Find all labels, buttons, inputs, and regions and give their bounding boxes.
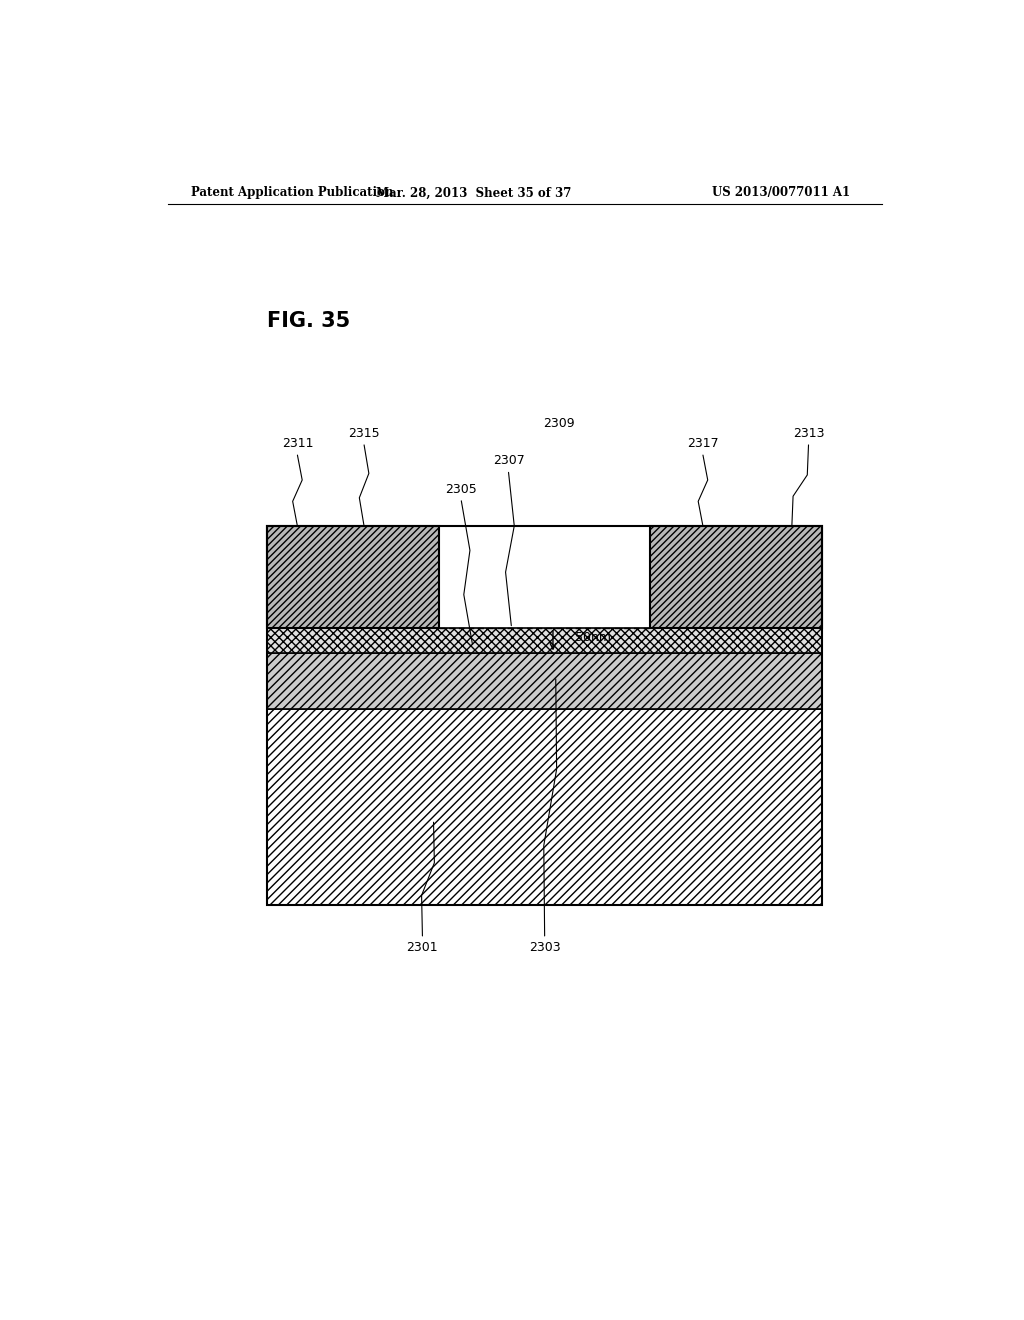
Bar (267, 709, 822, 906)
Bar (267, 527, 822, 906)
Text: 2309: 2309 (543, 417, 574, 430)
Bar (267, 527, 439, 628)
Text: 2305: 2305 (445, 483, 477, 496)
Text: 2307: 2307 (493, 454, 524, 467)
Text: 50nm: 50nm (575, 631, 611, 644)
Text: 2317: 2317 (687, 437, 719, 450)
Text: Mar. 28, 2013  Sheet 35 of 37: Mar. 28, 2013 Sheet 35 of 37 (376, 186, 571, 199)
Text: Patent Application Publication: Patent Application Publication (191, 186, 394, 199)
Text: 2315: 2315 (348, 426, 380, 440)
Bar (267, 628, 822, 653)
Bar (650, 527, 822, 628)
Text: 2303: 2303 (528, 941, 560, 954)
Text: US 2013/0077011 A1: US 2013/0077011 A1 (712, 186, 850, 199)
Bar (267, 709, 822, 906)
Bar (267, 653, 822, 709)
Text: 2301: 2301 (407, 941, 438, 954)
Text: 2311: 2311 (282, 437, 313, 450)
Bar (267, 628, 822, 653)
Text: 2313: 2313 (793, 426, 824, 440)
Bar (267, 653, 822, 709)
Bar (650, 527, 822, 628)
Bar (267, 527, 439, 628)
Text: FIG. 35: FIG. 35 (267, 312, 350, 331)
